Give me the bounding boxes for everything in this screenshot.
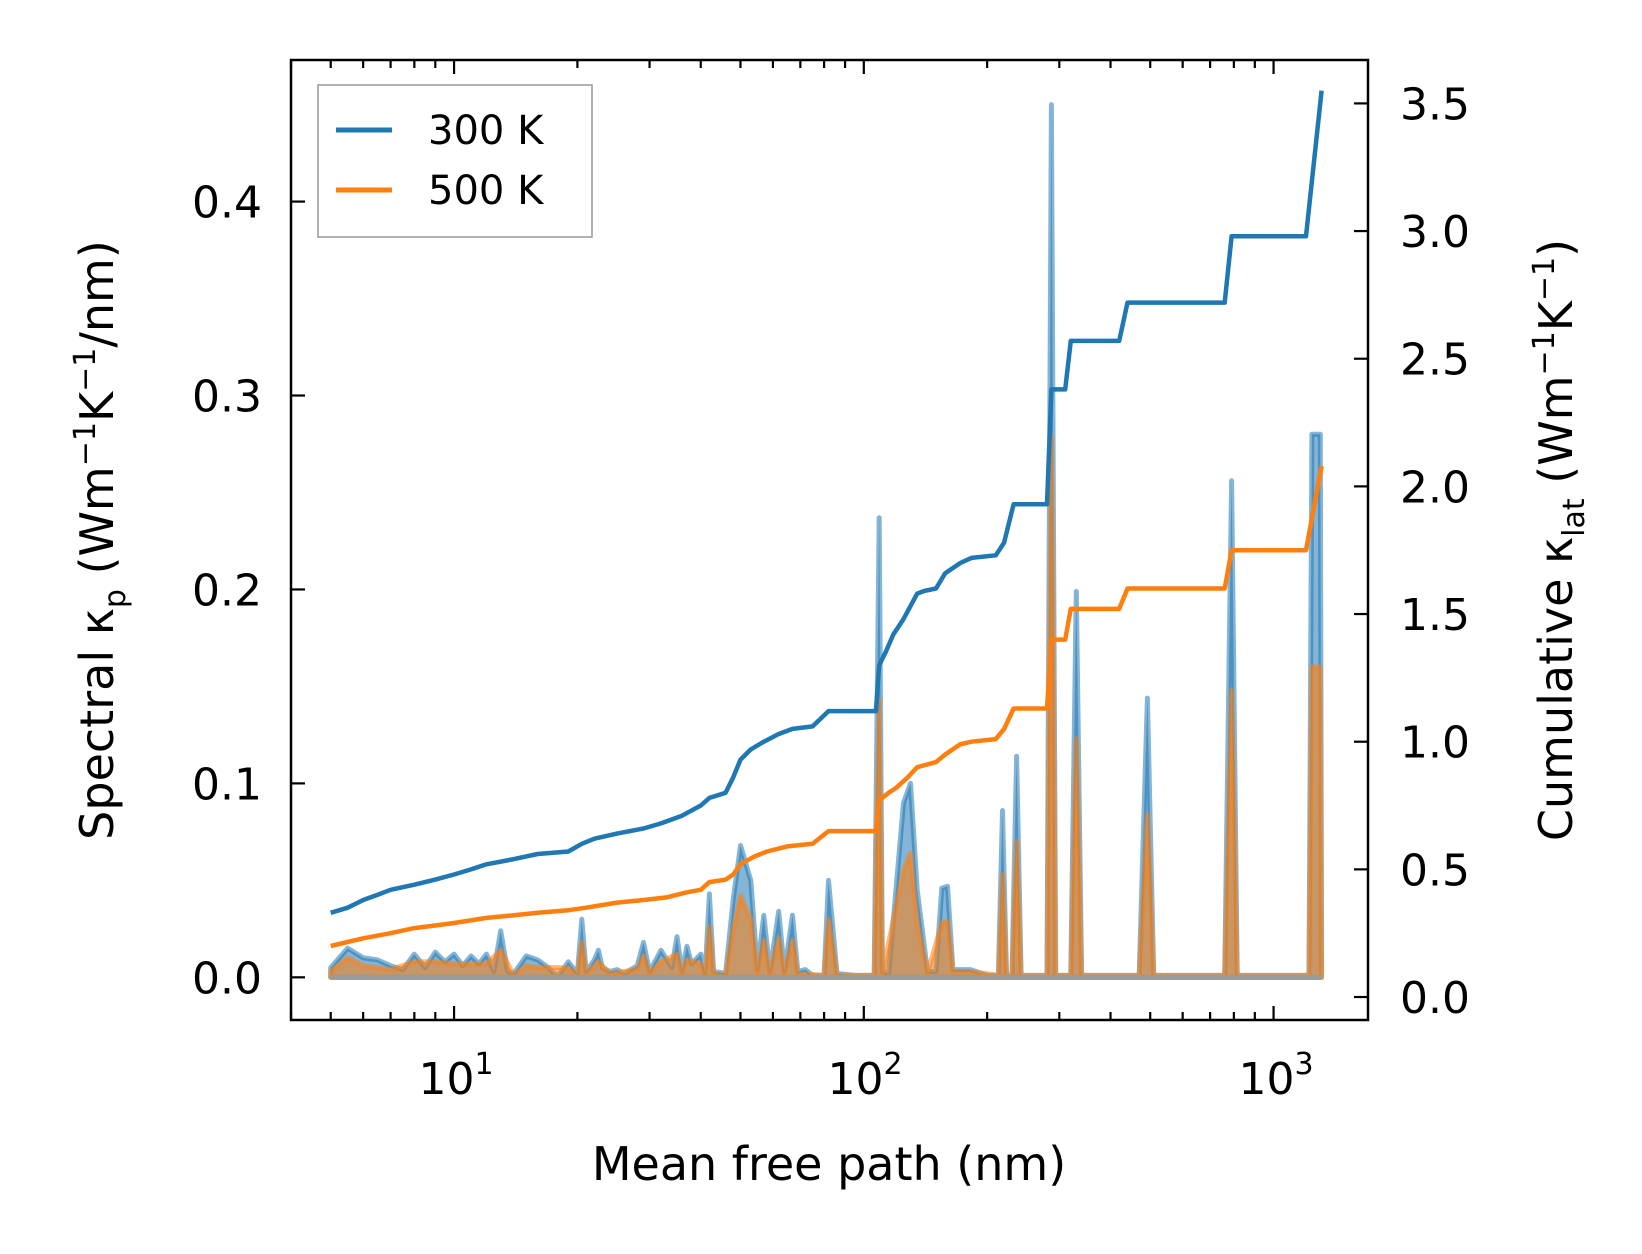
y-left-tick-label: 0.4 [192, 178, 262, 229]
cumulative-line-500k [330, 465, 1324, 949]
y-right-tick-label: 1.5 [1400, 590, 1470, 641]
legend-label-500k: 500 K [428, 168, 545, 214]
x-tick-label: 101 [418, 1047, 493, 1105]
y-left-tick-labels: 0.0 0.1 0.2 0.3 0.4 [192, 178, 262, 1005]
y-left-tick-label: 0.2 [192, 566, 262, 617]
y-left-axis-title: Spectral κp (Wm−1K−1/nm) [68, 240, 133, 840]
plot-frame [289, 58, 1370, 1022]
cumulative-line-300k [330, 90, 1324, 915]
x-tick-label: 102 [827, 1047, 902, 1105]
x-tick-labels: 101 102 103 [418, 1047, 1313, 1105]
x-axis-title: Mean free path (nm) [592, 1137, 1066, 1191]
legend-box [317, 84, 593, 238]
y-right-axis-title: Cumulative κlat (Wm−1K−1) [1527, 239, 1592, 841]
y-left-tick-label: 0.3 [192, 372, 262, 423]
y-right-tick-label: 1.0 [1400, 718, 1470, 769]
tick-layer [289, 60, 1368, 1020]
y-right-tick-label: 2.0 [1400, 462, 1470, 513]
y-right-tick-labels: 0.0 0.5 1.0 1.5 2.0 2.5 3.0 3.5 [1400, 79, 1470, 1024]
spectral-area-500k [328, 433, 1325, 980]
y-right-tick-label: 3.5 [1400, 79, 1470, 130]
y-left-tick-label: 0.0 [192, 953, 262, 1004]
y-right-tick-label: 3.0 [1400, 207, 1470, 258]
y-right-tick-label: 0.0 [1400, 973, 1470, 1024]
legend-label-300k: 300 K [428, 108, 545, 154]
y-right-tick-label: 2.5 [1400, 335, 1470, 386]
cumulative-line-layer [330, 90, 1324, 949]
x-tick-label: 103 [1238, 1047, 1313, 1105]
y-right-tick-label: 0.5 [1400, 845, 1470, 896]
spectral-area-layer [328, 102, 1325, 980]
legend: 300 K 500 K [317, 84, 593, 238]
y-left-tick-label: 0.1 [192, 759, 262, 810]
